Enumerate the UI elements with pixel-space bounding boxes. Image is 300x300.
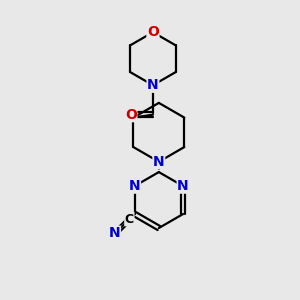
Text: O: O	[125, 108, 137, 122]
Text: N: N	[177, 179, 189, 193]
Text: N: N	[153, 155, 165, 169]
Text: O: O	[147, 25, 159, 39]
Text: N: N	[147, 78, 159, 92]
Text: C: C	[125, 213, 134, 226]
Text: N: N	[129, 179, 140, 193]
Text: N: N	[109, 226, 120, 240]
